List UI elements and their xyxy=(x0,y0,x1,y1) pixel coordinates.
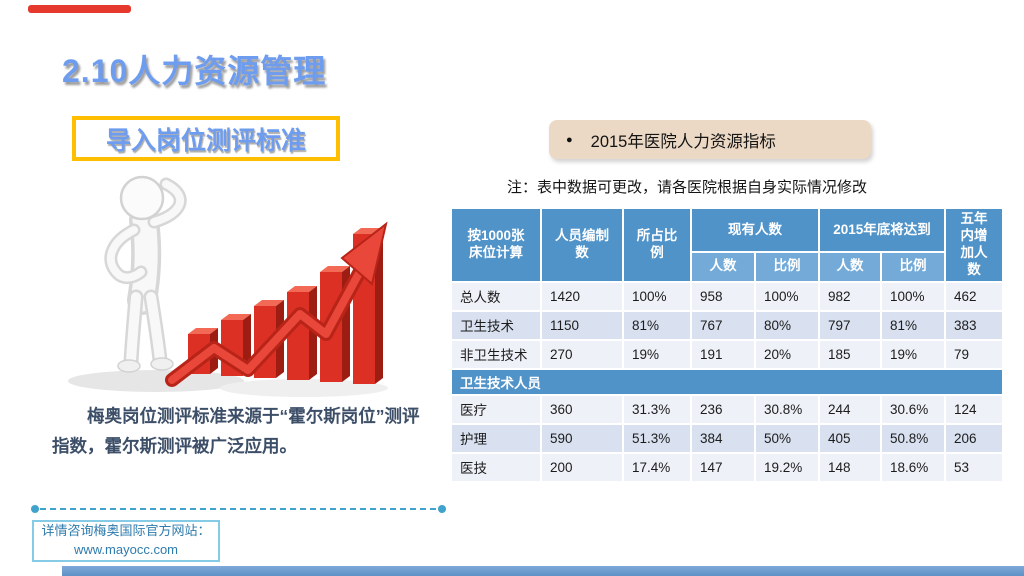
cell: 767 xyxy=(692,311,754,339)
cell: 19% xyxy=(882,340,945,368)
col-header-ratio: 所占比例 xyxy=(624,209,690,281)
cell: 270 xyxy=(542,340,622,368)
col-header-bed-basis: 按1000张 床位计算 xyxy=(452,209,540,281)
cell: 206 xyxy=(946,424,1003,452)
cell: 383 xyxy=(946,311,1003,339)
cell: 384 xyxy=(692,424,754,452)
cell: 53 xyxy=(946,453,1003,481)
dash-endpoint-dot xyxy=(438,505,446,513)
cell: 200 xyxy=(542,453,622,481)
cell: 17.4% xyxy=(624,453,690,481)
cell: 124 xyxy=(946,395,1003,423)
col-header-staffing: 人员编制数 xyxy=(542,209,622,281)
cell: 80% xyxy=(756,311,818,339)
dashed-divider xyxy=(40,508,436,510)
row-label: 医疗 xyxy=(452,395,540,423)
table-row: 卫生技术 1150 81% 767 80% 797 81% 383 xyxy=(452,311,1003,339)
cell: 100% xyxy=(624,282,690,310)
cell: 1420 xyxy=(542,282,622,310)
cell: 18.6% xyxy=(882,453,945,481)
website-url: www.mayocc.com xyxy=(73,542,179,557)
cell: 797 xyxy=(820,311,880,339)
table-row: 医疗 360 31.3% 236 30.8% 244 30.6% 124 xyxy=(452,395,1003,423)
cell: 31.3% xyxy=(624,395,690,423)
sub-header-count: 人数 xyxy=(692,253,754,281)
cell: 19% xyxy=(624,340,690,368)
row-label: 卫生技术 xyxy=(452,311,540,339)
row-label: 非卫生技术 xyxy=(452,340,540,368)
cell: 81% xyxy=(882,311,945,339)
cell: 30.6% xyxy=(882,395,945,423)
cell: 100% xyxy=(882,282,945,310)
cell: 185 xyxy=(820,340,880,368)
section-label: 卫生技术人员 xyxy=(452,369,1003,394)
dash-endpoint-dot xyxy=(31,505,39,513)
sub-header-ratio: 比例 xyxy=(882,253,945,281)
cell: 236 xyxy=(692,395,754,423)
top-accent-bar xyxy=(28,5,131,13)
cell: 982 xyxy=(820,282,880,310)
cell: 244 xyxy=(820,395,880,423)
cell: 30.8% xyxy=(756,395,818,423)
cell: 81% xyxy=(624,311,690,339)
subtitle-label: 导入岗位测评标准 xyxy=(105,126,306,155)
group-header-2015: 2015年底将达到 xyxy=(820,209,945,252)
contact-box: 详情咨询梅奥国际官方网站： www.mayocc.com xyxy=(32,520,220,562)
growth-chart-figure-icon xyxy=(68,175,388,397)
cell: 405 xyxy=(820,424,880,452)
hr-indicators-table: 按1000张 床位计算 人员编制数 所占比例 现有人数 2015年底将达到 五年… xyxy=(450,207,1005,483)
table-row: 非卫生技术 270 19% 191 20% 185 19% 79 xyxy=(452,340,1003,368)
table-section-row: 卫生技术人员 xyxy=(452,369,1003,394)
cell: 20% xyxy=(756,340,818,368)
group-header-current: 现有人数 xyxy=(692,209,818,252)
cell: 958 xyxy=(692,282,754,310)
cell: 1150 xyxy=(542,311,622,339)
cell: 51.3% xyxy=(624,424,690,452)
cell: 590 xyxy=(542,424,622,452)
section-header-box: ● 2015年医院人力资源指标 xyxy=(549,120,871,159)
page-title: 2.10人力资源管理 xyxy=(62,53,327,89)
puzzled-figure-growth-chart-illustration xyxy=(56,162,392,402)
contact-label: 详情咨询梅奥国际官方网站： xyxy=(41,523,211,539)
cell: 19.2% xyxy=(756,453,818,481)
subtitle-box: 导入岗位测评标准 xyxy=(72,116,340,161)
table-row: 医技 200 17.4% 147 19.2% 148 18.6% 53 xyxy=(452,453,1003,481)
cell: 191 xyxy=(692,340,754,368)
cell: 148 xyxy=(820,453,880,481)
table-row: 总人数 1420 100% 958 100% 982 100% 462 xyxy=(452,282,1003,310)
col-header-five-year: 五年内增 加人数 xyxy=(946,209,1003,281)
bottom-accent-bar xyxy=(62,566,1024,576)
row-label: 医技 xyxy=(452,453,540,481)
row-label: 总人数 xyxy=(452,282,540,310)
sub-header-ratio: 比例 xyxy=(756,253,818,281)
bullet-icon: ● xyxy=(566,133,573,146)
row-label: 护理 xyxy=(452,424,540,452)
table-note: 注：表中数据可更改，请各医院根据自身实际情况修改 xyxy=(507,179,868,196)
table-row: 护理 590 51.3% 384 50% 405 50.8% 206 xyxy=(452,424,1003,452)
cell: 50.8% xyxy=(882,424,945,452)
cell: 147 xyxy=(692,453,754,481)
cell: 100% xyxy=(756,282,818,310)
cell: 50% xyxy=(756,424,818,452)
cell: 79 xyxy=(946,340,1003,368)
sub-header-count: 人数 xyxy=(820,253,880,281)
cell: 462 xyxy=(946,282,1003,310)
section-header-title: 2015年医院人力资源指标 xyxy=(590,132,776,151)
cell: 360 xyxy=(542,395,622,423)
left-note-paragraph: 梅奥岗位测评标准来源于“霍尔斯岗位”测评指数，霍尔斯测评被广泛应用。 xyxy=(52,406,420,456)
